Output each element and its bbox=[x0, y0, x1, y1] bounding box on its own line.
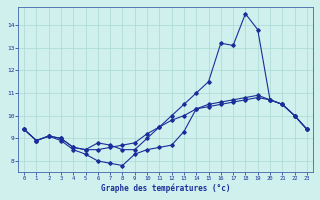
X-axis label: Graphe des températures (°c): Graphe des températures (°c) bbox=[101, 184, 230, 193]
